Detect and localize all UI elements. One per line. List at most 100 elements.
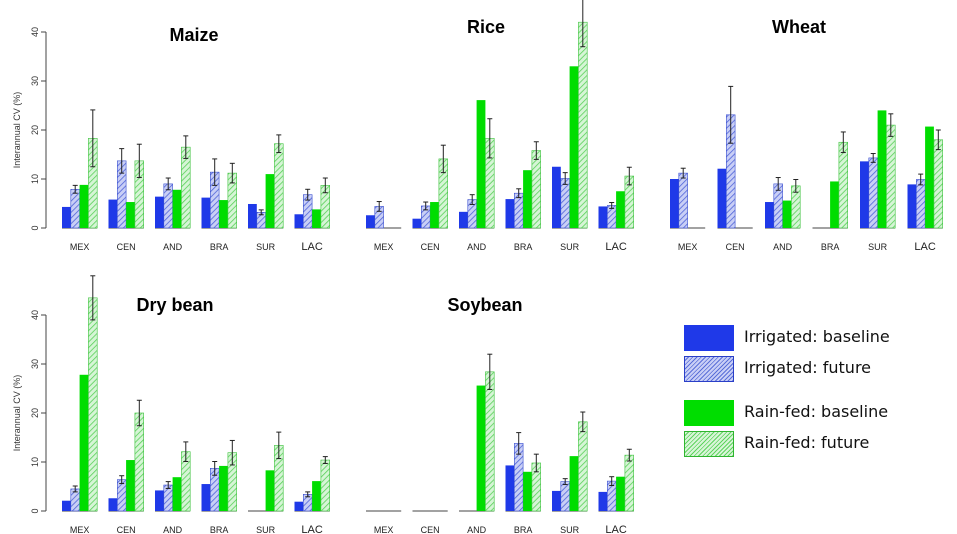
bar-maize-mex-irrigated-future — [70, 188, 80, 229]
error-bar-dry-bean-and-irrigated-future — [165, 481, 171, 489]
error-bar-rice-bra-rainfed-future — [533, 141, 539, 160]
bar-dry-bean-bra-rainfed-baseline — [219, 465, 228, 511]
bar-dry-bean-bra-irrigated-baseline — [201, 484, 211, 511]
x-tick-label-dry-bean-and: AND — [163, 525, 183, 534]
y-tick-label-maize-30: 30 — [30, 76, 40, 86]
bar-wheat-lac-irrigated-future — [915, 179, 926, 229]
x-tick-label-soybean-and: AND — [467, 525, 487, 534]
bar-soybean-lac-rainfed-baseline — [616, 476, 625, 511]
error-bar-rice-lac-irrigated-future — [609, 202, 615, 209]
x-tick-label-wheat-bra: BRA — [821, 242, 840, 252]
bar-soybean-lac-rainfed-future — [624, 454, 635, 512]
legend-swatch-irrigated-future — [684, 356, 734, 382]
x-tick-label-soybean-lac: LAC — [605, 524, 626, 534]
bar-rice-bra-irrigated-future — [513, 192, 524, 229]
error-bar-soybean-lac-irrigated-future — [609, 476, 615, 487]
bar-soybean-bra-irrigated-baseline — [505, 465, 515, 511]
bar-wheat-sur-irrigated-baseline — [860, 161, 869, 228]
error-bar-rice-bra-irrigated-future — [516, 188, 522, 199]
bar-rice-cen-rainfed-baseline — [430, 202, 439, 228]
bar-maize-cen-irrigated-baseline — [108, 199, 118, 228]
y-tick-label-maize-10: 10 — [30, 174, 40, 184]
error-bar-maize-and-irrigated-future — [165, 177, 171, 191]
error-bar-maize-mex-rainfed-future — [90, 109, 96, 168]
bar-dry-bean-lac-rainfed-baseline — [312, 481, 321, 511]
panel-maize: Maize 0 10 20 30 40 Interannual CV (%) MEX CEN AN… — [12, 25, 330, 253]
y-axis-label-dry-bean: Interannual CV (%) — [12, 375, 22, 452]
bar-dry-bean-cen-rainfed-baseline — [126, 460, 135, 511]
x-tick-label-dry-bean-sur: SUR — [256, 525, 276, 534]
bar-maize-lac-irrigated-baseline — [294, 214, 304, 228]
x-tick-label-dry-bean-mex: MEX — [70, 525, 90, 534]
bar-dry-bean-mex-irrigated-baseline — [62, 500, 71, 511]
panel-title-rice: Rice — [467, 17, 505, 37]
bar-wheat-sur-rainfed-future — [886, 124, 896, 229]
y-tick-label-maize-20: 20 — [30, 125, 40, 135]
x-tick-label-wheat-cen: CEN — [726, 242, 745, 252]
bar-dry-bean-lac-rainfed-future — [320, 459, 330, 512]
bar-wheat-and-irrigated-baseline — [765, 202, 774, 228]
bar-rice-mex-irrigated-baseline — [366, 215, 375, 228]
bar-dry-bean-cen-irrigated-baseline — [108, 498, 118, 511]
bar-wheat-bra-rainfed-future — [838, 141, 849, 229]
x-tick-label-rice-and: AND — [467, 242, 487, 252]
bar-rice-sur-irrigated-future — [560, 178, 570, 229]
bar-wheat-mex-irrigated-future — [678, 172, 688, 229]
legend-swatch-rainfed-baseline — [684, 400, 734, 426]
bar-wheat-lac-rainfed-future — [933, 139, 944, 229]
legend-item-rainfed-baseline: Rain-fed: baseline — [684, 400, 944, 426]
bar-maize-and-rainfed-future — [181, 146, 191, 229]
error-bar-rice-cen-irrigated-future — [423, 201, 429, 211]
y-tick-label-maize-40: 40 — [30, 27, 40, 37]
panel-wheat: Wheat MEX CEN AND BRA SUR LAC — [670, 17, 944, 253]
bar-maize-mex-irrigated-baseline — [62, 206, 71, 228]
bar-rice-sur-rainfed-baseline — [569, 66, 579, 228]
panel-title-maize: Maize — [169, 25, 218, 45]
x-tick-label-maize-bra: BRA — [210, 242, 229, 252]
legend-label-irrigated-baseline: Irrigated: baseline — [744, 327, 890, 346]
x-tick-label-rice-cen: CEN — [421, 242, 440, 252]
bar-maize-lac-rainfed-baseline — [312, 209, 321, 228]
error-bar-rice-and-rainfed-future — [487, 118, 493, 159]
bar-dry-bean-mex-rainfed-baseline — [79, 374, 89, 511]
y-tick-label-dry-bean-10: 10 — [30, 457, 40, 467]
bar-rice-lac-rainfed-baseline — [616, 191, 625, 228]
bar-dry-bean-mex-rainfed-future — [88, 297, 98, 512]
bar-maize-sur-rainfed-future — [274, 143, 284, 229]
bar-rice-sur-rainfed-future — [578, 21, 588, 229]
bar-rice-and-rainfed-baseline — [476, 100, 486, 228]
bar-maize-and-irrigated-future — [163, 183, 173, 229]
legend-label-rainfed-baseline: Rain-fed: baseline — [744, 402, 889, 421]
error-bar-soybean-sur-rainfed-future — [580, 411, 586, 433]
y-tick-label-dry-bean-20: 20 — [30, 408, 40, 418]
error-bar-wheat-sur-irrigated-future — [870, 153, 876, 163]
error-bar-wheat-sur-rainfed-future — [888, 113, 894, 137]
bar-wheat-lac-irrigated-baseline — [907, 184, 917, 228]
bar-maize-mex-rainfed-baseline — [79, 184, 89, 228]
error-bar-wheat-lac-irrigated-future — [918, 173, 924, 186]
bar-maize-bra-irrigated-baseline — [201, 197, 211, 228]
bar-rice-sur-irrigated-baseline — [552, 166, 561, 228]
y-tick-label-dry-bean-30: 30 — [30, 359, 40, 369]
bar-wheat-and-rainfed-baseline — [782, 200, 792, 228]
error-bar-soybean-sur-irrigated-future — [562, 478, 568, 486]
x-tick-label-rice-mex: MEX — [374, 242, 394, 252]
x-tick-label-wheat-and: AND — [773, 242, 793, 252]
panel-title-wheat: Wheat — [772, 17, 826, 37]
bar-wheat-sur-rainfed-baseline — [877, 110, 887, 228]
x-tick-label-soybean-sur: SUR — [560, 525, 580, 534]
bar-soybean-lac-irrigated-baseline — [598, 491, 608, 511]
bar-dry-bean-sur-rainfed-baseline — [265, 470, 275, 511]
error-bar-soybean-lac-rainfed-future — [626, 448, 632, 462]
error-bar-dry-bean-mex-irrigated-future — [72, 485, 78, 493]
x-tick-label-maize-mex: MEX — [70, 242, 90, 252]
error-bar-soybean-bra-rainfed-future — [533, 453, 539, 473]
bar-soybean-bra-rainfed-baseline — [523, 471, 532, 511]
error-bar-maize-lac-rainfed-future — [322, 177, 328, 194]
panel-soybean: Soybean MEX CEN AND BRA SUR LAC — [366, 295, 635, 534]
error-bar-soybean-and-rainfed-future — [487, 353, 493, 390]
bar-rice-cen-irrigated-baseline — [412, 218, 422, 228]
error-bar-dry-bean-cen-rainfed-future — [136, 399, 142, 427]
bar-rice-bra-irrigated-baseline — [505, 199, 515, 228]
error-bar-wheat-mex-irrigated-future — [680, 167, 686, 179]
